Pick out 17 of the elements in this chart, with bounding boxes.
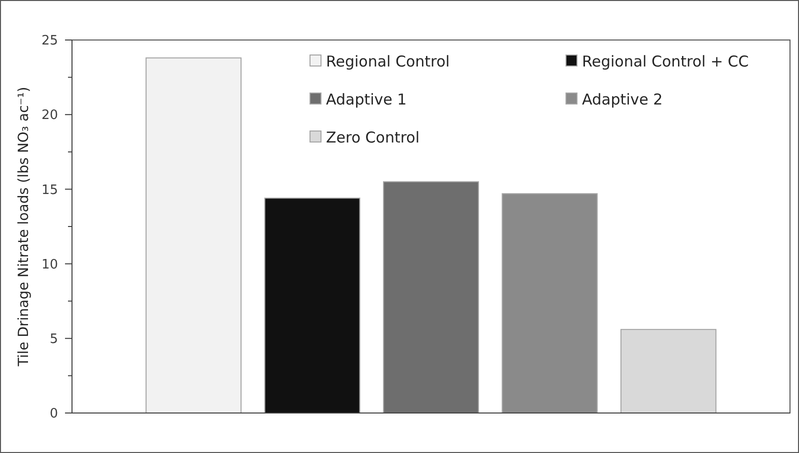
y-tick-label: 25 (41, 34, 58, 49)
bar (146, 57, 242, 414)
y-tick-label: 15 (41, 182, 58, 198)
bar (383, 181, 479, 414)
legend-label: Zero Control (326, 128, 420, 146)
legend-label: Adaptive 1 (326, 90, 407, 108)
bar (502, 193, 598, 414)
legend-label: Adaptive 2 (582, 90, 663, 108)
bar (264, 198, 360, 414)
y-tick-label: 0 (50, 406, 58, 422)
y-tick-label: 5 (50, 332, 58, 347)
y-tick-label: 20 (41, 108, 58, 124)
legend-label: Regional Control + CC (582, 52, 749, 70)
bar (620, 328, 716, 414)
legend-label: Regional Control (326, 52, 450, 70)
y-tick-label: 10 (41, 257, 58, 272)
y-axis-title: Tile Drinage Nitrate loads (lbs NO₃ ac⁻¹) (16, 86, 32, 368)
